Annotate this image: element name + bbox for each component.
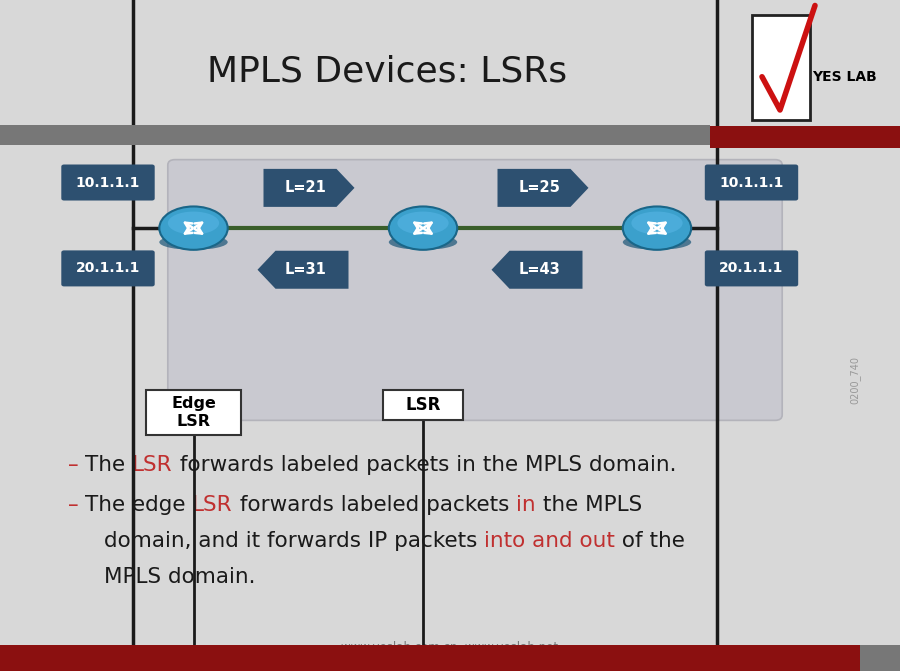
Ellipse shape	[167, 211, 220, 235]
Text: 20.1.1.1: 20.1.1.1	[76, 262, 140, 275]
Ellipse shape	[159, 235, 228, 250]
Text: The edge: The edge	[85, 495, 193, 515]
FancyBboxPatch shape	[61, 250, 155, 287]
Text: L=21: L=21	[285, 180, 327, 195]
Bar	[710, 126, 900, 148]
FancyBboxPatch shape	[705, 164, 798, 201]
Text: 10.1.1.1: 10.1.1.1	[76, 176, 140, 189]
FancyBboxPatch shape	[146, 390, 241, 435]
Text: Edge
LSR: Edge LSR	[171, 396, 216, 429]
Ellipse shape	[632, 211, 682, 235]
Text: in: in	[517, 495, 535, 515]
Text: MPLS Devices: LSRs: MPLS Devices: LSRs	[207, 55, 567, 89]
FancyBboxPatch shape	[752, 15, 810, 119]
Text: LSR: LSR	[405, 396, 441, 414]
Text: L=31: L=31	[285, 262, 327, 277]
Text: forwards labeled packets in the MPLS domain.: forwards labeled packets in the MPLS dom…	[173, 455, 676, 475]
Polygon shape	[264, 169, 355, 207]
FancyBboxPatch shape	[61, 164, 155, 201]
Text: 20.1.1.1: 20.1.1.1	[719, 262, 784, 275]
Text: YES LAB: YES LAB	[812, 70, 877, 84]
Text: 10.1.1.1: 10.1.1.1	[719, 176, 784, 189]
Text: –: –	[68, 495, 85, 515]
Text: www.yeslab.com.cn  www.yeslab.net: www.yeslab.com.cn www.yeslab.net	[341, 641, 559, 654]
Text: LSR: LSR	[132, 455, 173, 475]
Text: forwards labeled packets: forwards labeled packets	[233, 495, 517, 515]
Bar	[0, 645, 860, 671]
Text: LSR: LSR	[193, 495, 233, 515]
FancyBboxPatch shape	[705, 250, 798, 287]
Text: L=25: L=25	[519, 180, 561, 195]
Ellipse shape	[389, 207, 457, 250]
Text: into and out: into and out	[484, 531, 615, 551]
Ellipse shape	[398, 211, 448, 235]
Polygon shape	[498, 169, 589, 207]
Text: of the: of the	[615, 531, 685, 551]
Text: MPLS domain.: MPLS domain.	[104, 567, 255, 587]
FancyBboxPatch shape	[167, 160, 782, 420]
Text: The: The	[85, 455, 132, 475]
Polygon shape	[491, 251, 582, 289]
Polygon shape	[257, 251, 348, 289]
Text: 0200_740: 0200_740	[850, 356, 860, 404]
Ellipse shape	[159, 207, 228, 250]
Text: domain, and it forwards IP packets: domain, and it forwards IP packets	[104, 531, 484, 551]
Ellipse shape	[623, 235, 691, 250]
FancyBboxPatch shape	[383, 390, 463, 420]
Bar	[0, 125, 710, 145]
Ellipse shape	[389, 235, 457, 250]
Text: –: –	[68, 455, 85, 475]
Text: L=43: L=43	[519, 262, 561, 277]
Bar	[860, 645, 900, 671]
Text: the MPLS: the MPLS	[536, 495, 642, 515]
Ellipse shape	[623, 207, 691, 250]
